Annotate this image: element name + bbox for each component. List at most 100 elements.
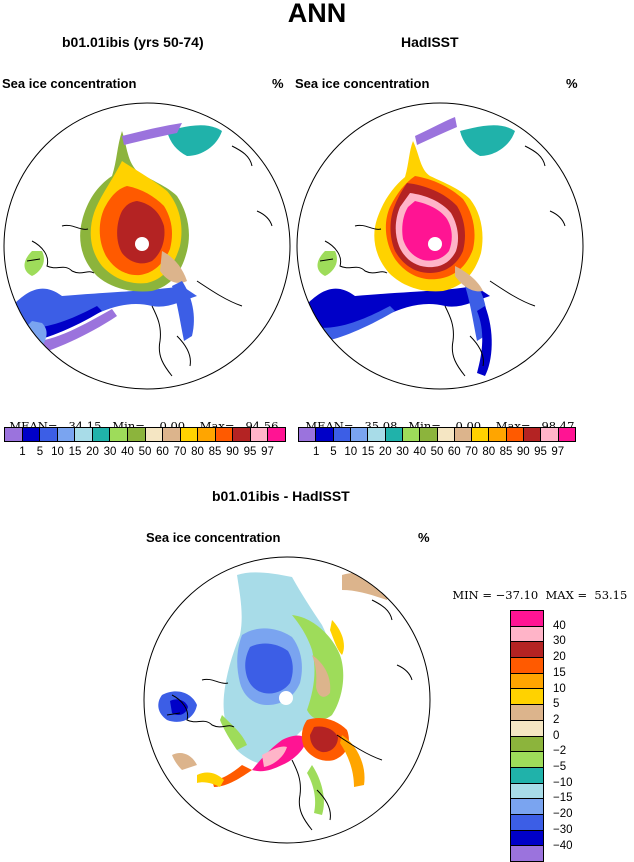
diff-colorbar [510, 610, 544, 862]
colorbar-swatch [57, 428, 76, 441]
colorbar-tick-label: 5 [330, 446, 337, 458]
colorbar-tick-label: 70 [465, 446, 478, 458]
panel2-colorbar [298, 427, 576, 442]
colorbar-swatch [511, 799, 543, 815]
colorbar-tick-label: 1 [313, 446, 320, 458]
colorbar-swatch [110, 428, 128, 441]
colorbar-swatch [524, 428, 542, 441]
colorbar-swatch [5, 428, 23, 441]
panel2-units: % [566, 76, 578, 91]
colorbar-tick-label: −30 [553, 823, 573, 836]
colorbar-tick-label: 30 [396, 446, 409, 458]
colorbar-swatch [472, 428, 490, 441]
colorbar-swatch [215, 428, 234, 441]
diff-units: % [418, 530, 430, 545]
colorbar-swatch [489, 428, 507, 441]
panel1-units: % [272, 76, 284, 91]
colorbar-swatch [40, 428, 58, 441]
panel1-header: b01.01ibis (yrs 50-74) [62, 34, 204, 50]
colorbar-swatch [75, 428, 93, 441]
colorbar-swatch [511, 846, 543, 861]
colorbar-tick-label: 10 [344, 446, 358, 458]
colorbar-swatch [511, 689, 543, 706]
colorbar-swatch [180, 428, 199, 441]
diff-stats: MIN = −37.10 MAX = 53.15 [445, 574, 627, 602]
colorbar-swatch [368, 428, 386, 441]
colorbar-swatch [511, 705, 543, 721]
colorbar-swatch [511, 611, 543, 627]
panel1-colorbar [4, 427, 286, 442]
colorbar-swatch [511, 720, 543, 737]
colorbar-swatch [92, 428, 111, 441]
colorbar-tick-label: 85 [499, 446, 513, 458]
diff-min-label: MIN = [452, 588, 492, 602]
colorbar-swatch [506, 428, 525, 441]
colorbar-tick-label: −2 [553, 745, 567, 758]
panel1-variable: Sea ice concentration [2, 76, 137, 91]
colorbar-swatch [316, 428, 334, 441]
colorbar-tick-label: 40 [413, 446, 427, 458]
colorbar-swatch [233, 428, 251, 441]
colorbar-swatch [22, 428, 41, 441]
diff-max-label: MAX = [545, 588, 588, 602]
colorbar-swatch [511, 814, 543, 831]
colorbar-tick-label: 60 [156, 446, 169, 458]
colorbar-tick-label: 50 [138, 446, 152, 458]
colorbar-swatch [511, 783, 543, 800]
colorbar-tick-label: 0 [553, 729, 560, 742]
colorbar-tick-label: 20 [553, 651, 566, 664]
colorbar-tick-label: 97 [261, 446, 274, 458]
colorbar-tick-label: 60 [447, 446, 461, 458]
colorbar-tick-label: −5 [553, 761, 567, 773]
colorbar-swatch [198, 428, 216, 441]
colorbar-tick-label: 15 [68, 446, 82, 458]
colorbar-tick-label: 10 [51, 446, 64, 458]
colorbar-swatch [558, 428, 575, 441]
colorbar-swatch [541, 428, 559, 441]
colorbar-swatch [350, 428, 369, 441]
colorbar-swatch [250, 428, 269, 441]
colorbar-swatch [333, 428, 351, 441]
page-title: ANN [287, 0, 347, 28]
colorbar-swatch [385, 428, 403, 441]
colorbar-tick-label: 15 [361, 446, 375, 458]
colorbar-swatch [402, 428, 421, 441]
colorbar-tick-label: 5 [36, 446, 44, 458]
colorbar-swatch [511, 642, 543, 659]
colorbar-tick-label: −15 [553, 792, 573, 805]
colorbar-tick-label: 20 [86, 446, 99, 458]
colorbar-swatch [268, 428, 285, 441]
colorbar-tick-label: 95 [534, 446, 547, 458]
colorbar-swatch [511, 767, 543, 784]
diff-min: −37.10 [495, 588, 539, 602]
colorbar-swatch [511, 658, 543, 674]
colorbar-tick-label: 30 [553, 635, 566, 648]
diff-header: b01.01ibis - HadISST [212, 488, 350, 504]
colorbar-tick-label: 90 [516, 446, 530, 458]
colorbar-tick-label: 5 [553, 698, 560, 711]
colorbar-tick-label: 50 [430, 446, 444, 458]
colorbar-tick-label: 40 [553, 619, 566, 632]
colorbar-tick-label: 1 [19, 446, 26, 458]
diff-polar-map [143, 556, 431, 844]
colorbar-tick-label: −20 [553, 808, 573, 821]
colorbar-swatch [511, 673, 543, 690]
colorbar-swatch [145, 428, 164, 441]
diff-max: 53.15 [594, 588, 628, 602]
colorbar-swatch [511, 830, 543, 847]
colorbar-swatch [420, 428, 438, 441]
colorbar-tick-label: 90 [226, 446, 239, 458]
colorbar-tick-label: 97 [551, 446, 565, 458]
colorbar-tick-label: 40 [121, 446, 134, 458]
diff-variable: Sea ice concentration [146, 530, 281, 545]
panel1-polar-map [3, 102, 291, 390]
colorbar-tick-label: 70 [173, 446, 187, 458]
colorbar-swatch [127, 428, 146, 441]
colorbar-tick-label: 30 [103, 446, 117, 458]
panel2-header: HadISST [401, 34, 459, 50]
colorbar-tick-label: 10 [553, 682, 566, 695]
colorbar-swatch [454, 428, 473, 441]
colorbar-tick-label: 2 [553, 713, 560, 726]
colorbar-swatch [511, 626, 543, 643]
colorbar-swatch [163, 428, 181, 441]
